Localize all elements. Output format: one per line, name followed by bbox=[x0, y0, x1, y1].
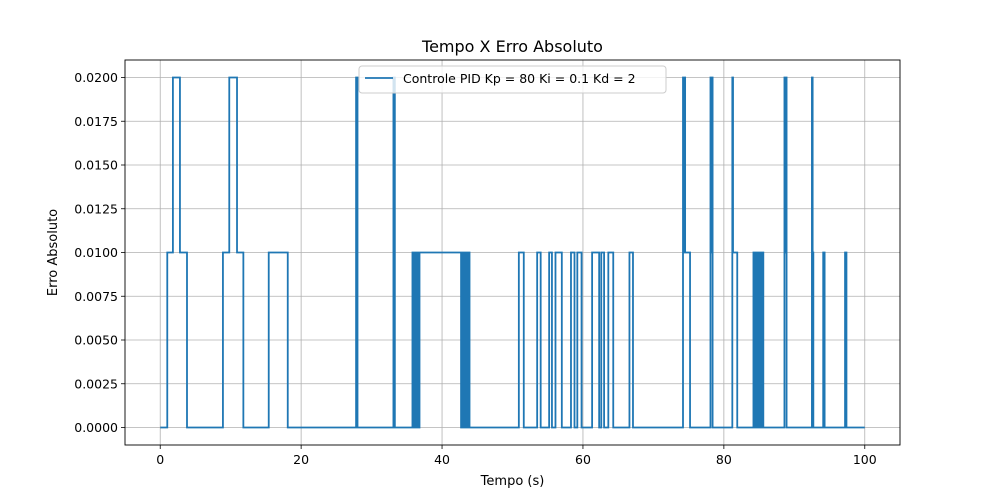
chart-title: Tempo X Erro Absoluto bbox=[421, 37, 603, 56]
legend: Controle PID Kp = 80 Ki = 0.1 Kd = 2 bbox=[358, 65, 667, 94]
x-ticks: 0 20 40 60 80 100 bbox=[156, 445, 877, 467]
x-tick-label: 80 bbox=[716, 452, 732, 467]
y-tick-label: 0.0175 bbox=[74, 114, 118, 129]
y-tick-label: 0.0200 bbox=[74, 70, 118, 85]
legend-box bbox=[358, 65, 667, 94]
y-ticks: 0.0000 0.0025 0.0050 0.0075 0.0100 0.0125 0.01… bbox=[74, 70, 125, 435]
x-tick-label: 60 bbox=[575, 452, 591, 467]
series-layer bbox=[160, 76, 865, 429]
series-line-0 bbox=[160, 76, 865, 429]
y-tick-label: 0.0025 bbox=[74, 376, 118, 391]
y-tick-label: 0.0125 bbox=[74, 201, 118, 216]
y-tick-label: 0.0075 bbox=[74, 289, 118, 304]
y-tick-label: 0.0050 bbox=[74, 333, 118, 348]
x-tick-label: 100 bbox=[853, 452, 877, 467]
y-tick-label: 0.0150 bbox=[74, 158, 118, 173]
legend-label: Controle PID Kp = 80 Ki = 0.1 Kd = 2 bbox=[403, 71, 636, 86]
x-tick-label: 0 bbox=[156, 452, 164, 467]
x-axis-label: Tempo (s) bbox=[480, 474, 545, 489]
y-tick-label: 0.0000 bbox=[74, 420, 118, 435]
x-tick-label: 20 bbox=[293, 452, 309, 467]
y-tick-label: 0.0100 bbox=[74, 245, 118, 260]
x-tick-label: 40 bbox=[434, 452, 450, 467]
y-axis-label: Erro Absoluto bbox=[46, 209, 61, 296]
